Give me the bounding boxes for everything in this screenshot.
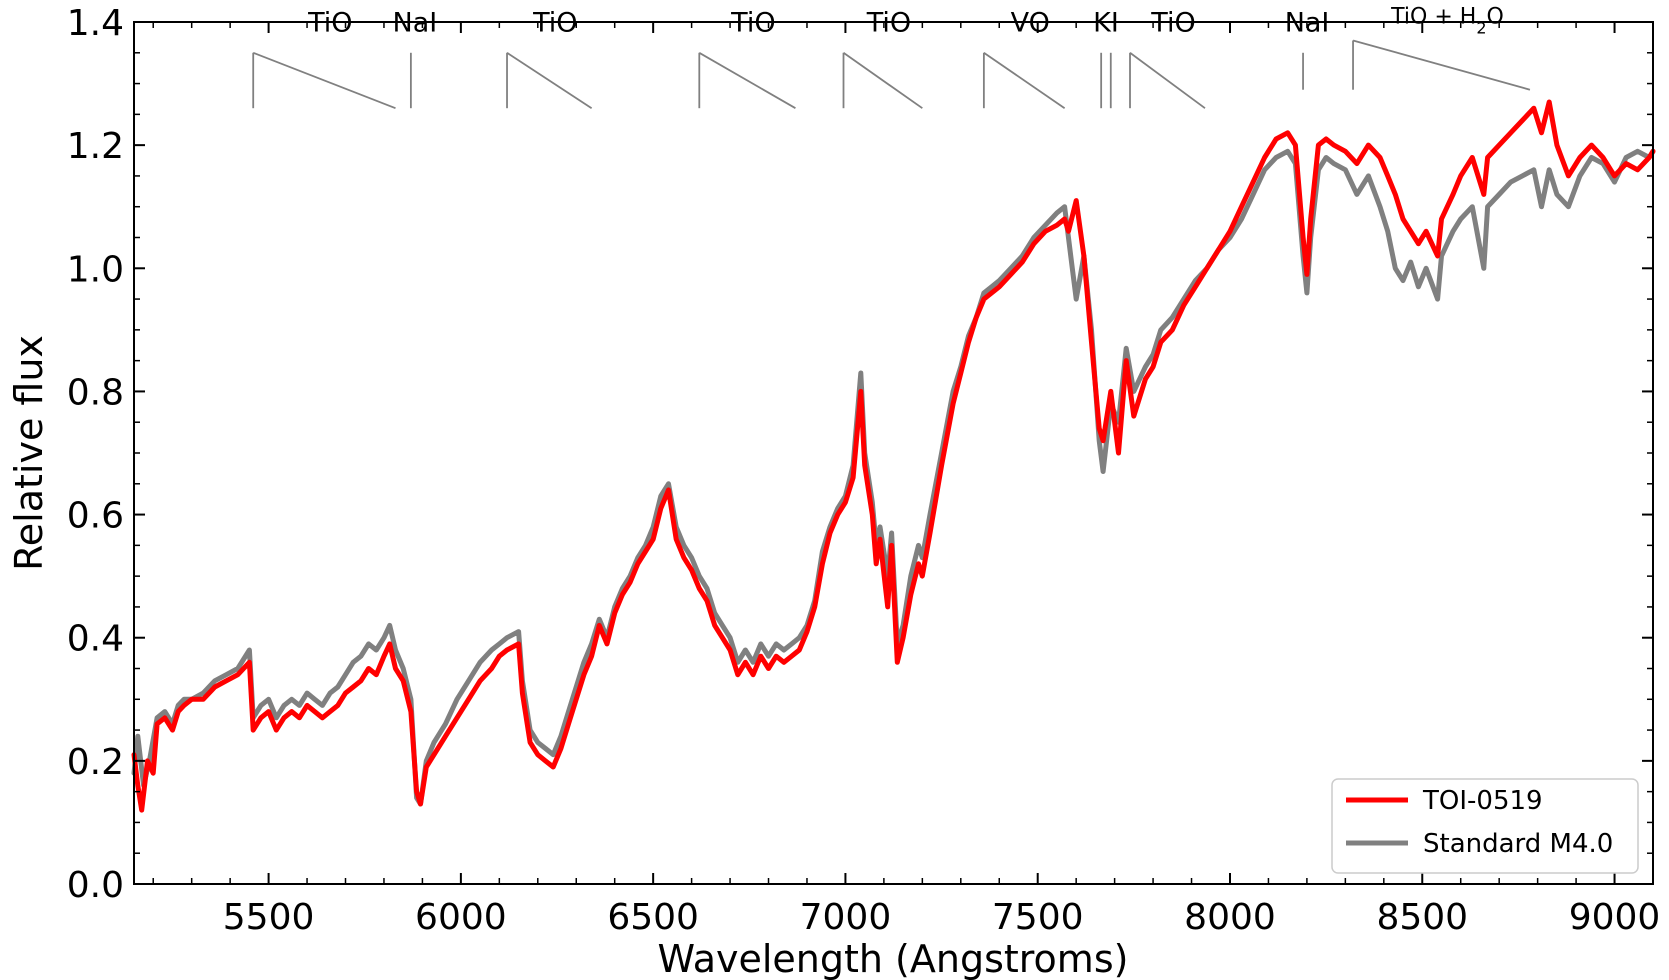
plot-area	[134, 22, 1653, 884]
legend-box	[1331, 778, 1639, 874]
axis-ticks: 5500 6000 6500 7000 7500 8000 8500 9000 0.0 0.2 0.…	[67, 3, 1661, 938]
series-line-toi-0519	[131, 99, 1656, 813]
band-marker-line	[1352, 39, 1531, 91]
band-label: VO	[1011, 8, 1050, 39]
y-tick-label: 0.8	[67, 372, 124, 413]
legend: TOI-0519 Standard M4.0	[1331, 778, 1639, 874]
series-layer	[131, 99, 1656, 813]
band-label: NaI	[393, 8, 438, 39]
series-line-standard-m4-0	[131, 148, 1656, 807]
y-tick-label: 1.0	[67, 249, 124, 290]
plot-frame	[133, 21, 1654, 885]
x-tick-label: 7500	[992, 897, 1084, 938]
band-marker-line	[983, 52, 1066, 109]
y-tick-label: 1.2	[67, 126, 124, 167]
band-label: TiO	[1150, 8, 1195, 39]
x-tick-label: 8500	[1376, 897, 1468, 938]
y-axis-label: Relative flux	[7, 335, 51, 571]
x-tick-label: 5500	[223, 897, 315, 938]
band-marker-line	[842, 52, 923, 109]
x-axis-label: Wavelength (Angstroms)	[658, 937, 1129, 980]
y-tick-label: 0.6	[67, 496, 124, 537]
x-tick-label: 6500	[607, 897, 699, 938]
x-tick-label: 7000	[800, 897, 892, 938]
band-marker-line	[698, 52, 796, 109]
y-tick-label: 0.2	[67, 742, 124, 783]
legend-label-standard-m4: Standard M4.0	[1423, 829, 1613, 859]
x-tick-label: 9000	[1569, 897, 1661, 938]
band-marker-line	[252, 51, 396, 110]
y-tick-label: 0.4	[67, 619, 124, 660]
band-marker-line	[506, 52, 593, 109]
band-label: TiO	[532, 8, 577, 39]
x-tick-label: 8000	[1184, 897, 1276, 938]
band-marker-line	[1129, 52, 1206, 109]
band-label: TiO	[866, 8, 911, 39]
legend-label-toi-0519: TOI-0519	[1422, 786, 1543, 816]
y-tick-label: 1.4	[67, 3, 124, 44]
x-tick-label: 6000	[415, 897, 507, 938]
band-annotations: TiO NaI TiO TiO TiO VO KI TiO NaI TiO + H2O	[252, 4, 1531, 110]
y-tick-label: 0.0	[67, 865, 124, 906]
